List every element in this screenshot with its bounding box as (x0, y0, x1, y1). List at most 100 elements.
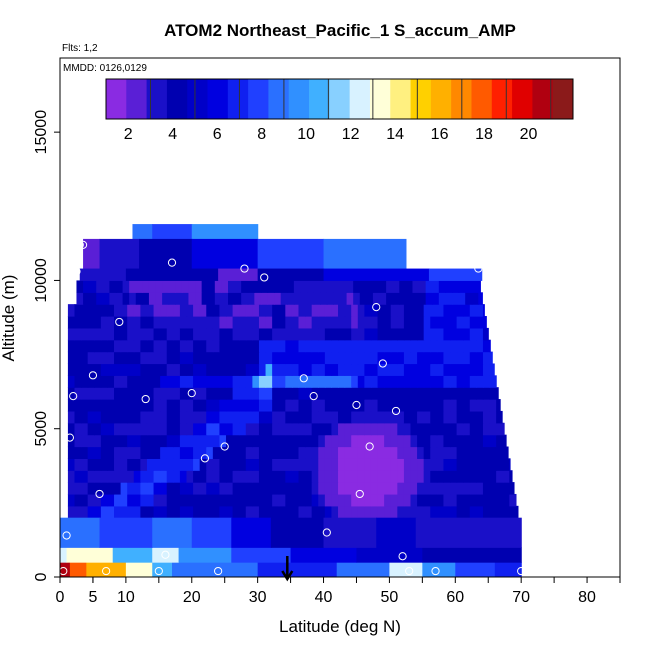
heatmap-cell (239, 505, 247, 519)
heatmap-cell (193, 375, 201, 388)
heatmap-cell (311, 458, 319, 471)
heatmap-cell (377, 446, 385, 459)
heatmap-cell (430, 434, 438, 448)
track-point (95, 489, 104, 499)
heatmap-cell (212, 446, 221, 459)
heatmap-cell (417, 351, 425, 365)
heatmap-cell (179, 470, 188, 483)
heatmap-cell (173, 482, 181, 495)
heatmap-cell (364, 375, 372, 388)
heatmap-cell (443, 387, 451, 400)
heatmap-cell (324, 493, 333, 507)
heatmap-cell (87, 304, 95, 317)
heatmap-cell (515, 505, 519, 519)
heatmap-cell (186, 399, 194, 412)
heatmap-cell (298, 327, 306, 341)
heatmap-cell (76, 292, 84, 305)
heatmap-cell (318, 351, 326, 365)
heatmap-cell (239, 375, 247, 388)
heatmap-cell (366, 280, 374, 293)
heatmap-cell (482, 422, 491, 436)
heatmap-cell (272, 351, 280, 365)
heatmap-cell (496, 482, 504, 495)
heatmap-cell (344, 493, 352, 507)
upper-layer-segment (152, 224, 193, 240)
heatmap-cell (318, 399, 326, 412)
heatmap-cell (489, 505, 497, 519)
upper-layer-segment (83, 238, 101, 270)
heatmap-cell (423, 434, 431, 448)
heatmap-cell (377, 387, 385, 400)
heatmap-cell (397, 422, 405, 436)
heatmap-cell (443, 470, 451, 483)
heatmap-cell (133, 434, 141, 448)
heatmap-cell (206, 482, 214, 495)
heatmap-cell (219, 363, 227, 376)
surface-layer-segment (422, 547, 522, 563)
heatmap-cell (364, 316, 372, 329)
heatmap-cell (278, 458, 286, 471)
heatmap-cell (423, 316, 431, 329)
heatmap-cell (377, 410, 385, 424)
heatmap-cell (74, 458, 82, 471)
heatmap-cell (351, 399, 359, 412)
heatmap-cell (74, 446, 82, 459)
heatmap-cell (107, 410, 115, 424)
heatmap-cell (357, 458, 365, 471)
heatmap-cell (127, 316, 135, 329)
heatmap-cell (311, 339, 319, 353)
heatmap-cell (153, 446, 161, 459)
heatmap-cell (87, 493, 95, 507)
heatmap-cell (252, 458, 260, 471)
heatmap-cell (417, 505, 425, 519)
heatmap-cell (94, 470, 102, 483)
heatmap-cell (482, 316, 487, 329)
heatmap-cell (436, 470, 445, 483)
heatmap-cell (278, 422, 286, 436)
heatmap-cell (193, 458, 201, 471)
heatmap-cell (219, 422, 227, 436)
heatmap-cell (120, 458, 128, 471)
heatmap-cell (160, 410, 168, 424)
heatmap-cell (410, 316, 418, 329)
heatmap-cell (265, 434, 273, 448)
heatmap-cell (96, 292, 104, 305)
heatmap-cell (370, 410, 379, 424)
colorbar-swatch (227, 79, 249, 119)
heatmap-cell (114, 351, 122, 365)
heatmap-cell (300, 292, 308, 305)
heatmap-cell (272, 482, 280, 495)
x-tick-label: 0 (56, 589, 65, 606)
heatmap-cell (173, 470, 181, 483)
heatmap-cell (298, 410, 306, 424)
heatmap-cell (305, 482, 313, 495)
heatmap-cell (364, 387, 372, 400)
heatmap-cell (384, 410, 392, 424)
heatmap-cell (351, 339, 359, 353)
heatmap-cell (377, 458, 385, 471)
heatmap-cell (173, 422, 181, 436)
track-point (309, 391, 318, 401)
heatmap-cell (390, 422, 398, 436)
heatmap-cell (390, 375, 398, 388)
heatmap-cell (423, 304, 431, 317)
heatmap-cell (377, 327, 385, 341)
heatmap-cell (313, 292, 321, 305)
heatmap-cell (173, 316, 181, 329)
heatmap-cell (179, 339, 188, 353)
heatmap-cell (267, 292, 275, 305)
heatmap-cell (160, 493, 168, 507)
track-point (75, 240, 84, 249)
heatmap-cell (298, 316, 306, 329)
heatmap-cell (305, 399, 313, 412)
heatmap-cell (324, 505, 333, 519)
heatmap-cell (153, 470, 161, 483)
heatmap-cell (173, 304, 181, 317)
heatmap-cell (476, 505, 484, 519)
heatmap-cell (206, 434, 214, 448)
heatmap-cell (384, 387, 392, 400)
heatmap-cell (127, 482, 135, 495)
heatmap-cell (114, 458, 122, 471)
heatmap-cell (324, 327, 333, 341)
heatmap-cell (370, 470, 379, 483)
